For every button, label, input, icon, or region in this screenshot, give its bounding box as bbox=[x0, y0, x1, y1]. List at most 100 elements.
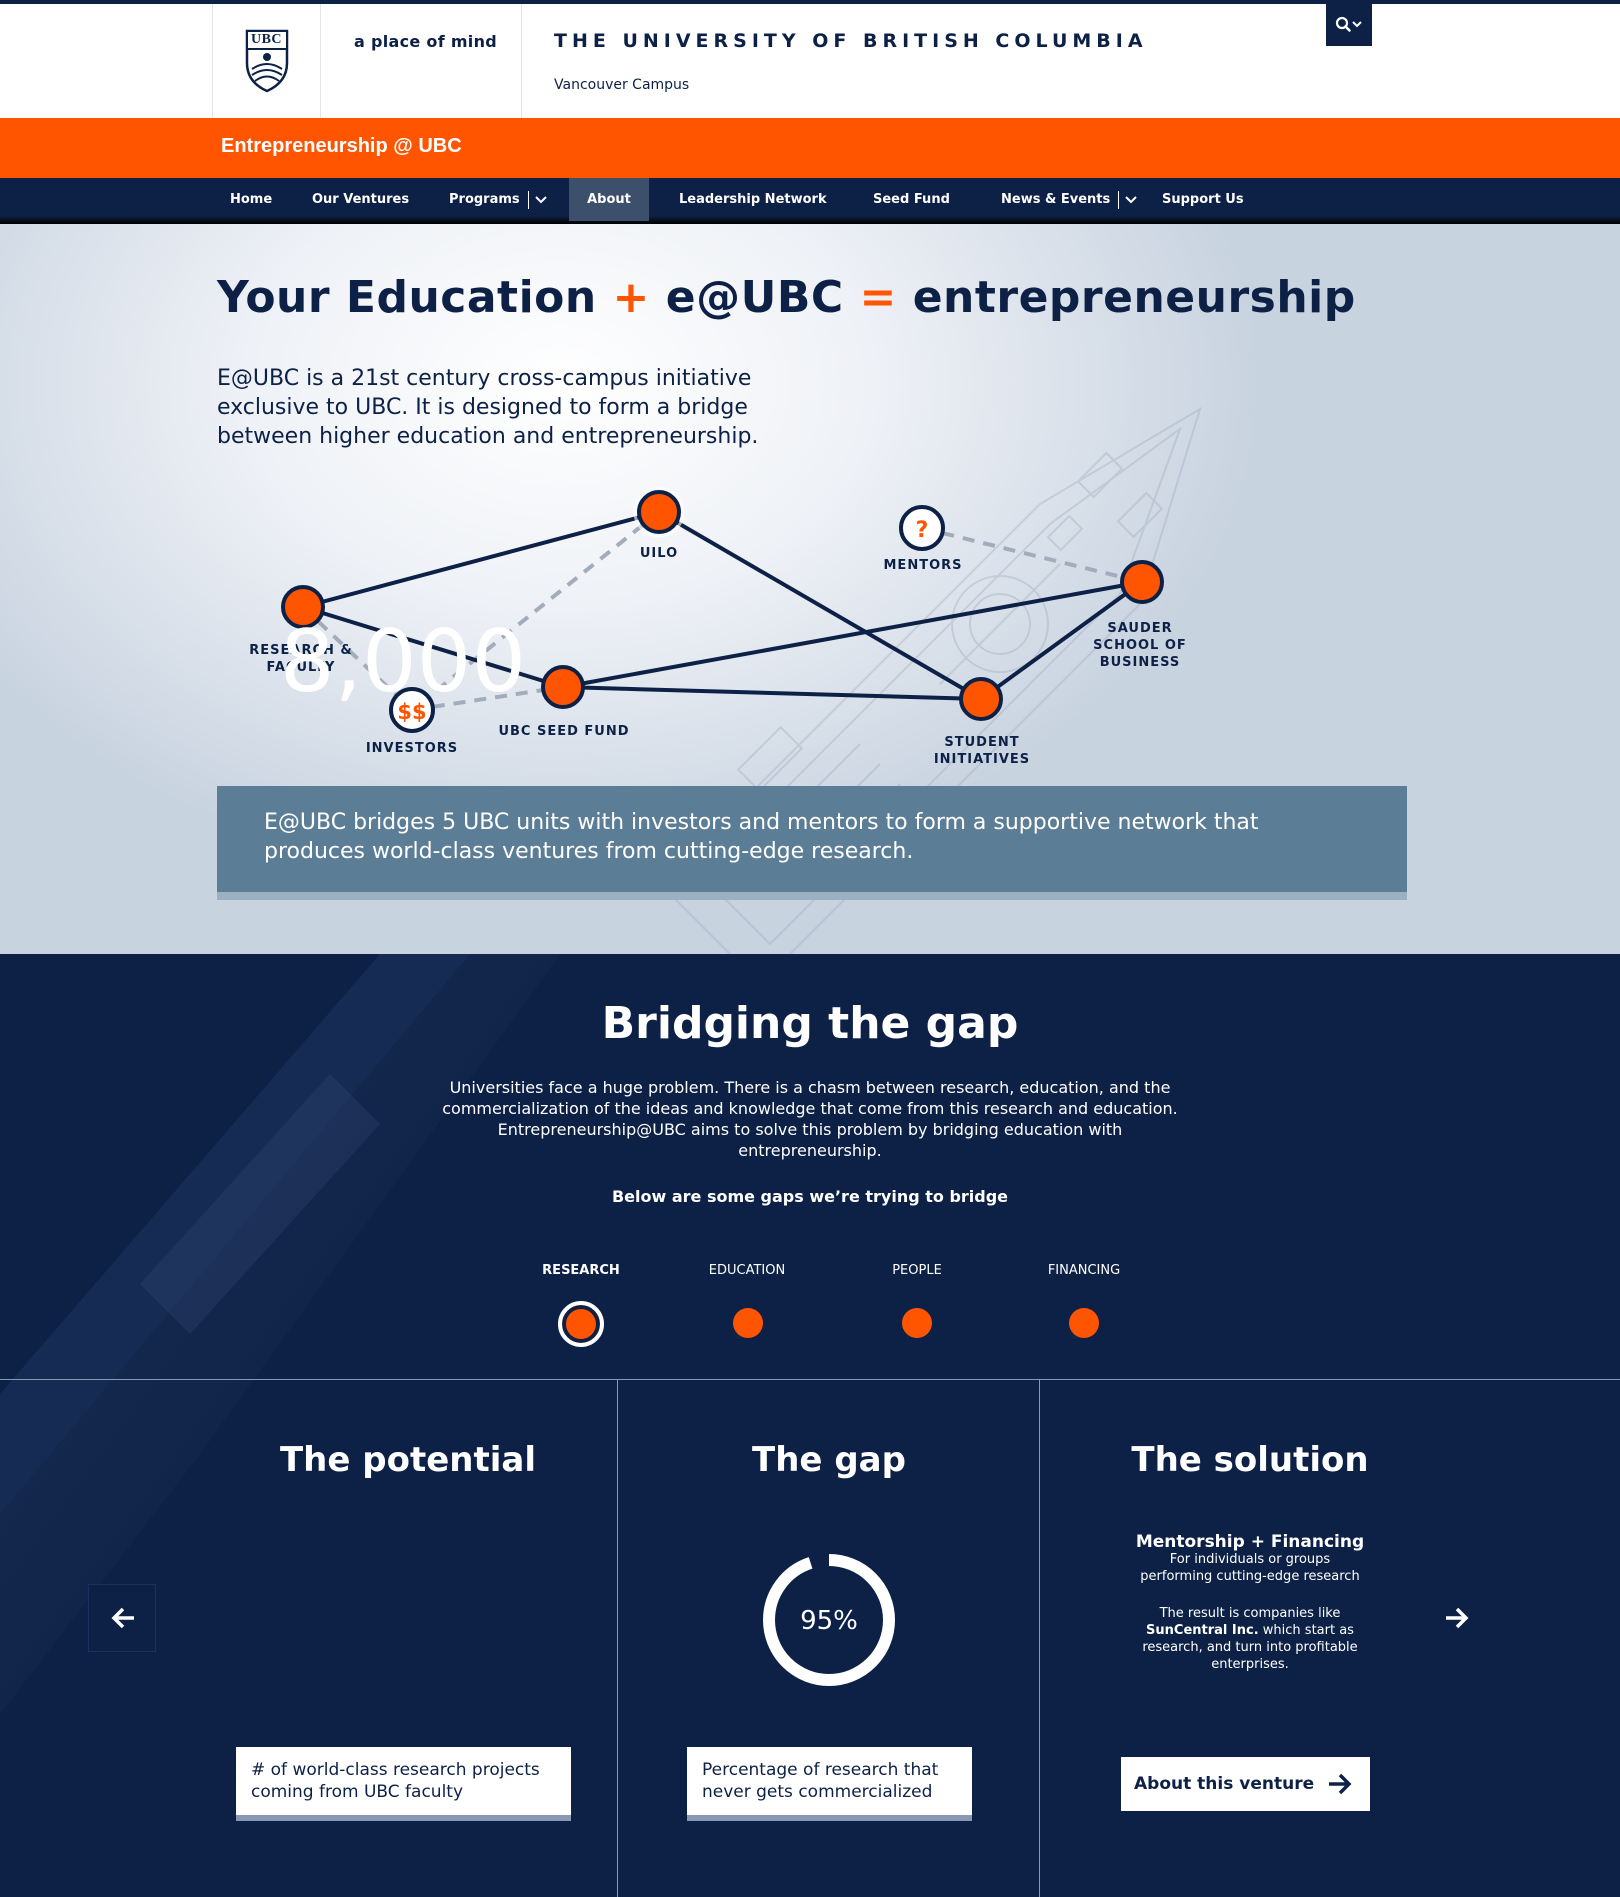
tab-research[interactable]: RESEARCH bbox=[542, 1263, 620, 1278]
tab-financing[interactable]: FINANCING bbox=[1047, 1263, 1121, 1278]
node-research-faculty[interactable] bbox=[281, 585, 325, 629]
crest-label: UBC bbox=[250, 32, 283, 47]
title-plus: + bbox=[612, 272, 650, 323]
title-eaubc: e@UBC bbox=[665, 272, 844, 323]
nav-item-leadership-network[interactable]: Leadership Network bbox=[679, 192, 827, 207]
solution-company[interactable]: SunCentral Inc. bbox=[1146, 1623, 1259, 1638]
section-lead: Universities face a huge problem. There … bbox=[442, 1078, 1178, 1160]
nav-item-our-ventures[interactable]: Our Ventures bbox=[312, 192, 410, 207]
potential-value: 8,000 bbox=[279, 612, 527, 712]
label-student-line1: STUDENT bbox=[944, 735, 1019, 750]
solution-result: The result is companies like SunCentral … bbox=[1110, 1605, 1390, 1673]
top-border bbox=[0, 0, 1620, 4]
node-uilo[interactable] bbox=[633, 486, 685, 538]
nav-item-about[interactable]: About bbox=[569, 178, 649, 221]
node-sauder[interactable] bbox=[1120, 560, 1164, 604]
site-title[interactable]: Entrepreneurship @ UBC bbox=[221, 135, 462, 157]
chevron-down-icon[interactable] bbox=[1125, 195, 1137, 204]
university-name[interactable]: THE UNIVERSITY OF BRITISH COLUMBIA bbox=[554, 30, 1148, 52]
gap-progress-ring: 95% bbox=[763, 1554, 895, 1686]
label-seed-fund: UBC SEED FUND bbox=[498, 724, 629, 739]
mentors-symbol: ? bbox=[916, 518, 929, 543]
label-investors: INVESTORS bbox=[366, 741, 458, 756]
gap-title: The gap bbox=[752, 1440, 906, 1480]
gap-label: Percentage of research that never gets c… bbox=[687, 1747, 972, 1821]
solution-summary: Mentorship + Financing For individuals o… bbox=[1110, 1534, 1390, 1585]
nav-item-seed-fund[interactable]: Seed Fund bbox=[873, 192, 950, 207]
tab-dot-education[interactable] bbox=[733, 1308, 763, 1338]
network-diagram: ? $$ UILO MENTORS RESEARCH & FACULTY INV… bbox=[249, 486, 1187, 767]
potential-label: # of world-class research projects comin… bbox=[236, 1747, 571, 1821]
label-uilo: UILO bbox=[640, 546, 678, 561]
hero-title: Your Education + e@UBC = entrepreneurshi… bbox=[217, 272, 1356, 323]
callout-text: E@UBC bridges 5 UBC units with investors… bbox=[264, 810, 1259, 864]
nav-item-news-events[interactable]: News & Events bbox=[1001, 178, 1137, 221]
label-research-line2: FACULTY bbox=[267, 660, 336, 675]
tab-dot-research[interactable] bbox=[558, 1301, 604, 1347]
divider-horizontal bbox=[0, 1379, 1620, 1380]
title-education: Your Education bbox=[217, 272, 597, 323]
nav-item-support-us[interactable]: Support Us bbox=[1162, 192, 1244, 207]
node-seed-fund[interactable] bbox=[541, 665, 585, 709]
label-student-line2: INITIATIVES bbox=[934, 752, 1030, 767]
solution-heading: Mentorship + Financing bbox=[1135, 1532, 1365, 1552]
node-investors[interactable]: $$ bbox=[389, 687, 435, 733]
divider-vertical bbox=[1039, 1379, 1040, 1897]
gap-value: 95% bbox=[800, 1606, 858, 1636]
tab-dot-people[interactable] bbox=[902, 1308, 932, 1338]
solid-connections bbox=[302, 510, 1144, 701]
carousel-prev-button[interactable] bbox=[88, 1584, 156, 1652]
bridging-gap-section: Bridging the gap Universities face a hug… bbox=[0, 954, 1620, 1897]
search-icon bbox=[1335, 16, 1362, 32]
arrow-left-icon bbox=[111, 1607, 134, 1629]
label-sauder-line1: SAUDER bbox=[1107, 621, 1172, 636]
hero-section: Your Education + e@UBC = entrepreneurshi… bbox=[0, 224, 1620, 954]
investors-symbol: $$ bbox=[397, 700, 426, 724]
solution-description: For individuals or groups performing cut… bbox=[1140, 1552, 1360, 1584]
about-venture-label: About this venture bbox=[1134, 1774, 1315, 1794]
ubc-header: UBC a place of mind THE UNIVERSITY OF BR… bbox=[0, 4, 1620, 118]
tagline: a place of mind bbox=[354, 32, 498, 51]
label-research-line1: RESEARCH & bbox=[249, 643, 353, 658]
tab-people[interactable]: PEOPLE bbox=[892, 1263, 942, 1278]
label-mentors: MENTORS bbox=[884, 558, 963, 573]
label-sauder-line3: BUSINESS bbox=[1100, 655, 1181, 670]
gap-progress-arc bbox=[763, 1554, 895, 1686]
rocket-background-icon bbox=[0, 954, 560, 1714]
ubc-crest-link[interactable]: UBC bbox=[212, 4, 321, 118]
potential-title: The potential bbox=[279, 1440, 536, 1480]
campus-name[interactable]: Vancouver Campus bbox=[554, 77, 690, 93]
solution-title: The solution bbox=[1131, 1440, 1369, 1480]
nav-divider bbox=[527, 190, 529, 209]
nav-item-programs-label: Programs bbox=[449, 192, 520, 207]
about-venture-button[interactable]: About this venture bbox=[1121, 1757, 1370, 1811]
nav-item-programs[interactable]: Programs bbox=[449, 178, 547, 221]
tab-education[interactable]: EDUCATION bbox=[708, 1263, 786, 1278]
section-title: Bridging the gap bbox=[601, 998, 1019, 1049]
solution-result-post: which start as research, and turn into p… bbox=[1142, 1623, 1358, 1672]
section-subtitle: Below are some gaps we’re trying to brid… bbox=[611, 1187, 1009, 1206]
node-mentors[interactable]: ? bbox=[899, 505, 945, 551]
nav-item-home[interactable]: Home bbox=[230, 192, 273, 207]
label-sauder-line2: SCHOOL OF bbox=[1093, 638, 1187, 653]
title-entrepreneurship: entrepreneurship bbox=[912, 272, 1356, 323]
chevron-down-icon[interactable] bbox=[534, 195, 547, 204]
title-equals: = bbox=[859, 272, 897, 323]
node-student-initiatives[interactable] bbox=[959, 677, 1003, 721]
ubc-crest-icon bbox=[245, 29, 288, 93]
arrow-right-icon bbox=[1329, 1773, 1352, 1795]
nav-item-news-events-label: News & Events bbox=[1001, 192, 1111, 207]
tagline-box: a place of mind bbox=[321, 4, 522, 118]
tab-dot-financing[interactable] bbox=[1069, 1308, 1099, 1338]
carousel-next-button[interactable] bbox=[1437, 1598, 1477, 1638]
hero-intro: E@UBC is a 21st century cross-campus ini… bbox=[217, 366, 759, 449]
search-toggle-button[interactable] bbox=[1326, 4, 1372, 46]
nav-divider bbox=[1118, 190, 1120, 209]
hero-callout: E@UBC bridges 5 UBC units with investors… bbox=[217, 786, 1407, 900]
site-title-bar: Entrepreneurship @ UBC bbox=[0, 118, 1620, 178]
divider-vertical bbox=[617, 1379, 618, 1897]
arrow-right-icon bbox=[1446, 1607, 1469, 1629]
dashed-connections bbox=[301, 510, 1143, 712]
solution-result-pre: The result is companies like bbox=[1159, 1606, 1341, 1621]
main-nav: Home Our Ventures Programs About Leaders… bbox=[0, 178, 1620, 224]
